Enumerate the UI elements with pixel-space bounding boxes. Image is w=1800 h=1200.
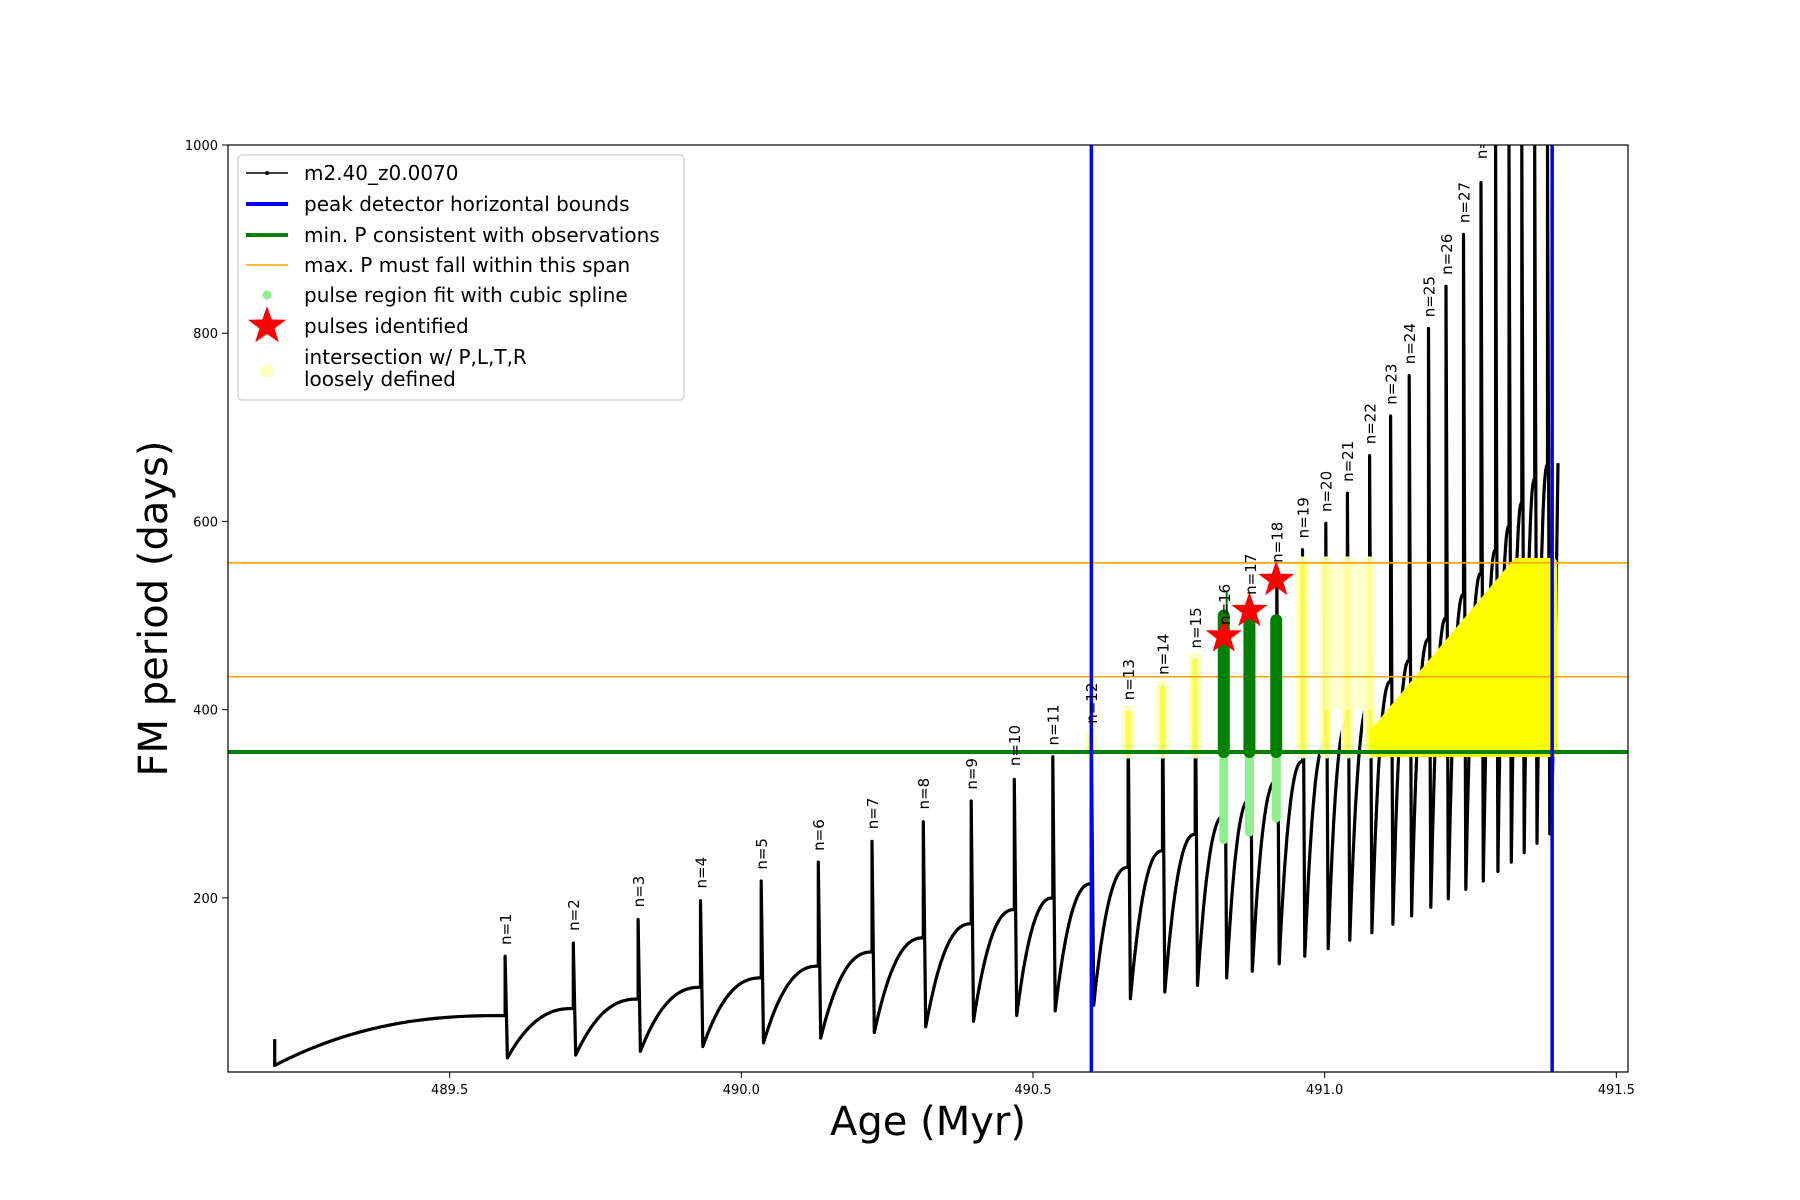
- pulse-label-n=6: n=6: [810, 819, 828, 851]
- pulse-label-n=5: n=5: [753, 838, 771, 870]
- pulse-label-n=23: n=23: [1382, 364, 1400, 405]
- legend-swatch-dot: [260, 364, 274, 378]
- pulse-label-n=26: n=26: [1438, 234, 1456, 275]
- legend-item-0: m2.40_z0.0070: [246, 161, 459, 185]
- pulse-label-n=27: n=27: [1455, 182, 1473, 223]
- pulse-label-n=12: n=12: [1083, 683, 1101, 724]
- legend-label: max. P must fall within this span: [304, 253, 630, 277]
- legend-item-3: max. P must fall within this span: [246, 253, 630, 277]
- legend-label: pulses identified: [304, 314, 469, 338]
- pulse-label-n=25: n=25: [1420, 276, 1438, 317]
- y-tick-label-1: 400: [193, 704, 218, 719]
- legend-swatch-marker: [265, 171, 269, 175]
- legend-item-4: pulse region fit with cubic spline: [262, 283, 628, 307]
- legend-item-2: min. P consistent with observations: [246, 223, 660, 247]
- pulse-star-1: [1231, 591, 1268, 627]
- pulse-label-n=15: n=15: [1187, 607, 1205, 648]
- plot-frame: [227, 144, 1629, 1073]
- track-line: [273, 145, 1560, 1067]
- pulse-label-n=7: n=7: [864, 798, 882, 830]
- pulse-label-n=9: n=9: [963, 758, 981, 790]
- pulse-label-n=10: n=10: [1006, 725, 1024, 766]
- x-axis-label: Age (Myr): [830, 1099, 1026, 1145]
- y-axis-label: FM period (days): [131, 441, 177, 777]
- pulse-label-n=20: n=20: [1318, 471, 1336, 512]
- legend-swatch-star: [248, 306, 286, 343]
- pulse-label-n=3: n=3: [630, 876, 648, 908]
- pulse-label-n=1: n=1: [497, 913, 515, 945]
- pulse-label-n=11: n=11: [1045, 704, 1063, 745]
- pulse-label-n=17: n=17: [1242, 554, 1260, 595]
- legend-swatch-dot: [262, 290, 272, 300]
- pulse-label-n=14: n=14: [1154, 634, 1172, 675]
- y-tick-label-2: 600: [193, 515, 218, 530]
- x-tick-label-1: 490.0: [723, 1083, 760, 1098]
- pulse-label-n=21: n=21: [1339, 441, 1357, 482]
- pulse-label-n=4: n=4: [692, 857, 710, 889]
- intersection-light-fill: [1324, 562, 1375, 710]
- legend-item-5: pulses identified: [248, 306, 469, 343]
- x-tick-label-3: 491.0: [1306, 1083, 1343, 1098]
- pulse-label-n=18: n=18: [1269, 522, 1287, 563]
- legend-label: peak detector horizontal bounds: [304, 192, 630, 216]
- y-tick-label-3: 800: [193, 327, 218, 342]
- pulse-star-2: [1258, 560, 1295, 596]
- legend-box: [237, 154, 685, 401]
- y-tick-label-0: 200: [193, 892, 218, 907]
- pulse-label-n=13: n=13: [1120, 659, 1138, 700]
- x-tick-label-2: 490.5: [1014, 1083, 1051, 1098]
- y-tick-label-4: 1000: [185, 139, 218, 154]
- pulse-star-0: [1205, 617, 1242, 652]
- pulse-label-n=2: n=2: [565, 899, 583, 931]
- pulse-label-n=19: n=19: [1294, 497, 1312, 538]
- pulse-label-n=28: n=28: [1473, 118, 1491, 159]
- pulse-label-n=16: n=16: [1216, 584, 1234, 625]
- legend-label: min. P consistent with observations: [304, 223, 660, 247]
- pulse-label-n=8: n=8: [915, 778, 933, 810]
- legend-label-line-0: intersection w/ P,L,T,R: [304, 345, 527, 369]
- legend-item-1: peak detector horizontal bounds: [246, 192, 630, 216]
- data-layer: n=1 n=2 n=3 n=4 n=5 n=6 n=7 n=8 n=9 n=10 n=11 n=12 n…: [228, 118, 1628, 1072]
- axes-layer: 489.5 490.0 490.5 491.0 491.5 200 400 600 800 100…: [185, 139, 1635, 1098]
- pulse-label-n=22: n=22: [1361, 403, 1379, 444]
- x-tick-label-0: 489.5: [431, 1083, 468, 1098]
- legend-label: pulse region fit with cubic spline: [304, 283, 628, 307]
- legend-label-line-1: loosely defined: [304, 367, 456, 391]
- legend-label: m2.40_z0.0070: [304, 161, 459, 185]
- pulse-label-n=24: n=24: [1401, 323, 1419, 364]
- x-tick-label-4: 491.5: [1598, 1083, 1635, 1098]
